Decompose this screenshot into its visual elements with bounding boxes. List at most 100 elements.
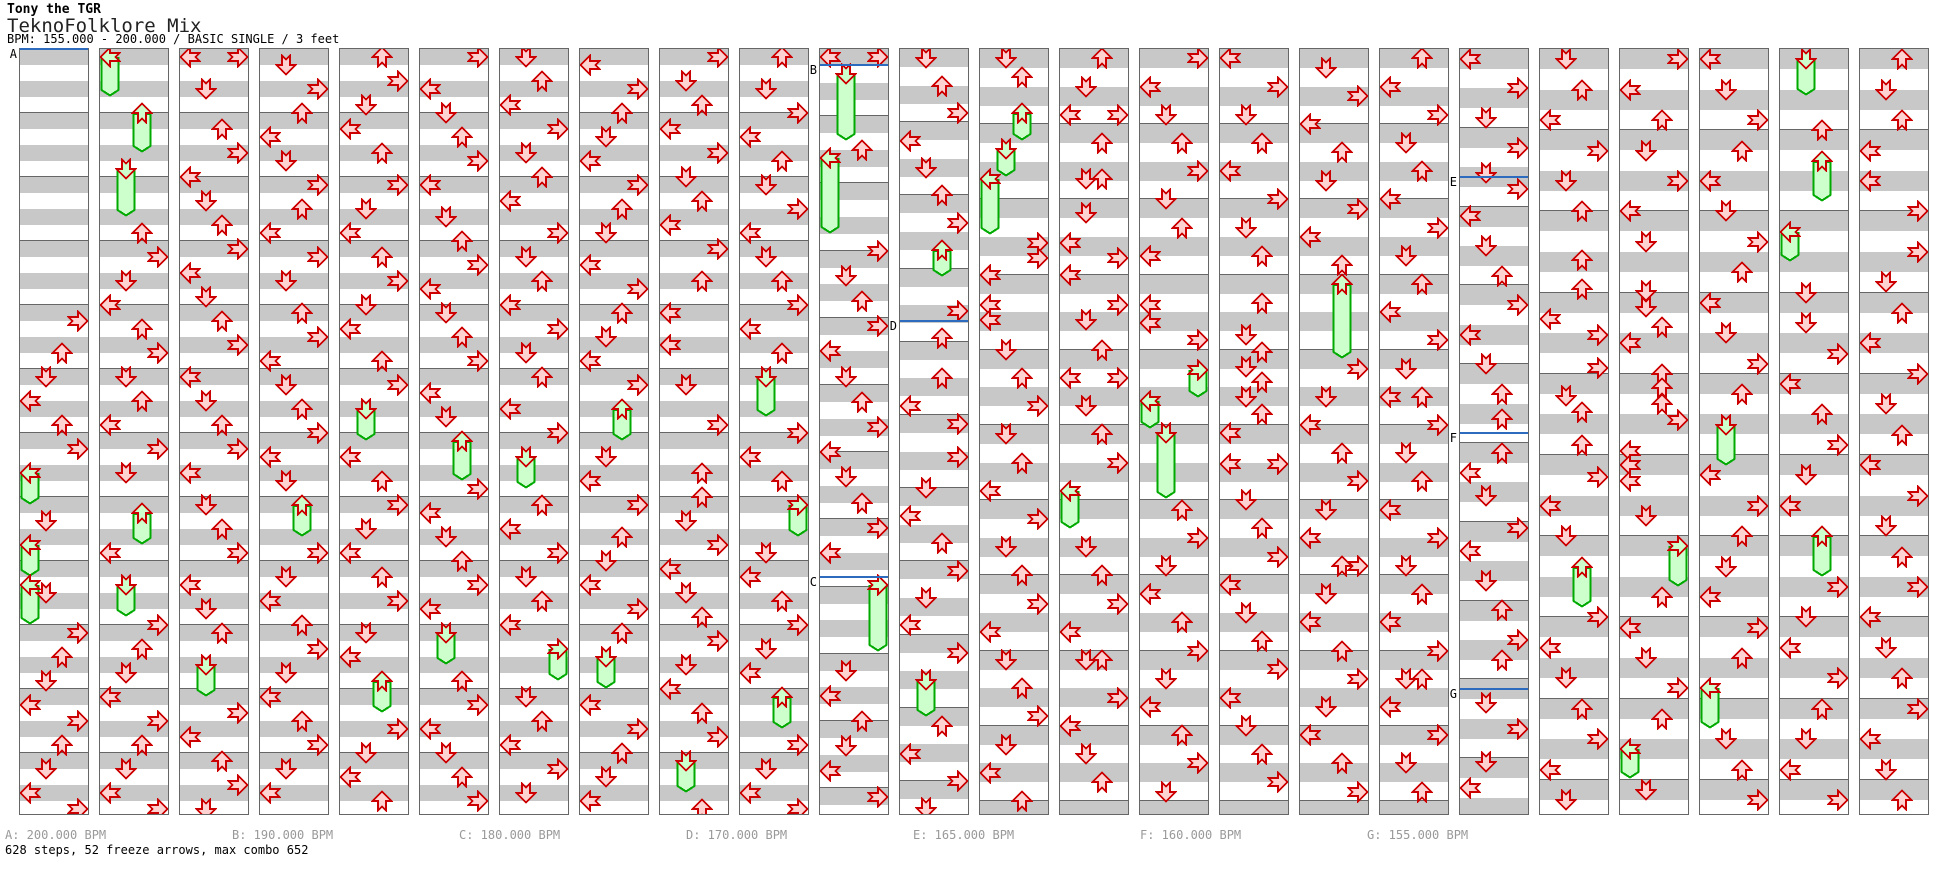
beat-stripe — [820, 721, 888, 738]
freeze-arrow-head — [355, 398, 377, 420]
step-arrow — [1571, 434, 1593, 456]
step-arrow — [467, 49, 488, 68]
step-arrow — [915, 157, 937, 179]
step-arrow — [1507, 137, 1528, 159]
beat-stripe — [660, 433, 728, 449]
step-arrow — [675, 510, 697, 532]
step-arrow — [915, 797, 937, 814]
step-arrow — [227, 542, 248, 564]
step-arrow — [1747, 789, 1768, 811]
step-arrow — [211, 750, 233, 772]
step-arrow — [500, 294, 521, 316]
step-arrow — [900, 395, 921, 417]
step-arrow — [51, 414, 73, 436]
measure-line — [1220, 800, 1288, 801]
measure-line — [1060, 424, 1128, 425]
beat-stripe — [100, 401, 168, 417]
measure-line — [1860, 535, 1928, 536]
step-arrow — [531, 590, 553, 612]
step-arrow — [1571, 200, 1593, 222]
beat-stripe — [900, 122, 968, 140]
step-arrow — [740, 126, 761, 148]
step-arrow — [1907, 363, 1928, 385]
step-arrow — [1540, 109, 1561, 131]
step-arrow — [1315, 170, 1337, 192]
measure-line — [660, 368, 728, 369]
beat-stripe — [500, 209, 568, 225]
measure-line — [660, 624, 728, 625]
step-arrow — [1555, 385, 1577, 407]
step-arrow — [275, 270, 297, 292]
measure-line — [1140, 123, 1208, 124]
step-arrow — [1875, 759, 1897, 781]
step-arrow — [1267, 188, 1288, 210]
step-arrow — [1811, 403, 1833, 425]
step-arrow — [1715, 556, 1737, 578]
step-arrow — [1860, 332, 1881, 354]
step-arrow — [195, 494, 217, 516]
freeze-arrow-head — [115, 158, 137, 180]
beat-stripe — [20, 753, 88, 769]
step-arrow — [500, 190, 521, 212]
beat-stripe — [420, 113, 488, 129]
measure-line — [1620, 779, 1688, 780]
freeze-arrow-head — [1700, 677, 1721, 699]
step-arrow — [340, 766, 361, 788]
beat-stripe — [740, 241, 808, 257]
measure-line — [1620, 535, 1688, 536]
freeze-arrow-head — [915, 669, 937, 691]
step-arrow — [1300, 724, 1321, 746]
beat-stripe — [500, 561, 568, 577]
step-arrow — [1780, 373, 1801, 395]
step-arrow — [691, 94, 713, 116]
beat-stripe — [420, 401, 488, 417]
step-arrow — [1060, 104, 1081, 126]
step-arrow — [851, 290, 873, 312]
step-arrow — [867, 786, 888, 808]
step-arrow — [627, 78, 648, 100]
step-arrow — [35, 366, 57, 388]
beat-stripe — [420, 657, 488, 673]
step-arrow — [1731, 140, 1753, 162]
step-arrow — [195, 598, 217, 620]
step-arrow — [1715, 79, 1737, 101]
step-arrow — [1107, 687, 1128, 709]
measure-line — [1060, 725, 1128, 726]
measure-line — [100, 304, 168, 305]
measure-line — [1540, 129, 1608, 130]
step-arrow — [1027, 593, 1048, 615]
beat-stripe — [1460, 798, 1528, 814]
beat-stripe — [1380, 763, 1448, 782]
step-arrow — [1827, 434, 1848, 456]
step-arrow — [227, 702, 248, 724]
beat-stripe — [820, 486, 888, 503]
step-arrow — [1315, 499, 1337, 521]
beat-stripe — [100, 145, 168, 161]
step-arrow — [1891, 302, 1913, 324]
step-arrow — [1507, 629, 1528, 651]
measure-line — [1620, 454, 1688, 455]
freeze-arrow-head — [931, 239, 953, 261]
step-arrow — [1731, 383, 1753, 405]
beat-stripe — [180, 593, 248, 609]
measure-line — [340, 496, 408, 497]
step-arrow — [291, 710, 313, 732]
step-arrow — [451, 126, 473, 148]
step-arrow — [1155, 668, 1177, 690]
beat-stripe — [260, 721, 328, 737]
step-arrow — [1060, 715, 1081, 737]
beat-stripe — [20, 113, 88, 129]
beat-stripe — [1700, 374, 1768, 394]
beat-stripe — [100, 753, 168, 769]
step-arrow — [1651, 316, 1673, 338]
beat-stripe — [340, 529, 408, 545]
freeze-arrow-head — [195, 654, 217, 676]
step-arrow — [660, 302, 681, 324]
step-arrow — [1091, 649, 1113, 671]
measure-line — [1700, 129, 1768, 130]
step-arrow — [1907, 576, 1928, 598]
step-arrow — [1155, 781, 1177, 803]
step-arrow — [531, 166, 553, 188]
step-arrow — [1475, 353, 1497, 375]
step-arrow — [851, 391, 873, 413]
